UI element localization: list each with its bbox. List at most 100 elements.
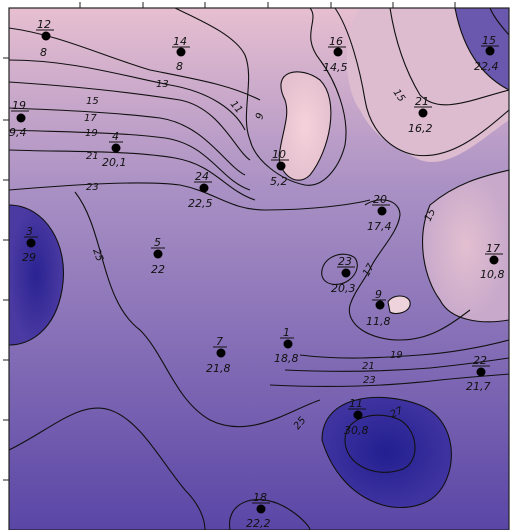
axis-ticks xyxy=(3,2,456,481)
station: 1 18,8 xyxy=(274,326,299,365)
band-pink-small xyxy=(388,296,411,314)
band-low-top xyxy=(9,8,509,162)
station: 3 29 xyxy=(22,225,38,264)
station-value: 8 xyxy=(40,46,47,59)
station-value: 21,7 xyxy=(466,380,491,393)
band-blue-mid xyxy=(322,397,452,508)
station-value: 21,8 xyxy=(206,362,231,375)
station: 24 22,5 xyxy=(188,170,213,210)
station-marker xyxy=(489,255,499,265)
contour-line xyxy=(8,81,251,161)
contour-line xyxy=(344,414,416,473)
contour-line xyxy=(348,199,471,341)
contour-label: 13 xyxy=(156,79,169,90)
station-marker xyxy=(333,47,343,57)
contour-line xyxy=(229,499,311,530)
station: 17 10,8 xyxy=(480,242,505,281)
contour-line xyxy=(389,7,510,106)
station-value: 30,8 xyxy=(344,424,369,437)
station: 7 21,8 xyxy=(206,335,231,375)
contour-line xyxy=(422,169,510,323)
station-value: 22,5 xyxy=(188,197,213,210)
contour-label: 15 xyxy=(423,207,438,223)
station: 21 16,2 xyxy=(408,95,433,135)
station-value: 29 xyxy=(22,251,36,264)
contour-line xyxy=(8,107,246,176)
station: 22 21,7 xyxy=(466,354,491,393)
station-number: 15 xyxy=(482,34,496,47)
station-number: 14 xyxy=(173,35,187,48)
station-number: 1 xyxy=(283,326,290,339)
stations: 12 8 14 8 16 14,5 15 22,4 xyxy=(9,18,505,530)
band-pink-center xyxy=(279,71,331,181)
station-marker xyxy=(41,31,51,41)
station-number: 21 xyxy=(415,95,429,108)
station-number: 11 xyxy=(349,397,363,410)
station-marker xyxy=(375,300,385,310)
station-marker xyxy=(283,339,293,349)
contour-line xyxy=(8,149,256,201)
station: 10 5,2 xyxy=(270,148,289,188)
contour-line xyxy=(454,7,510,91)
station-marker xyxy=(176,47,186,57)
station-value: 9,4 xyxy=(9,126,27,139)
station-number: 4 xyxy=(112,130,119,143)
contour-line xyxy=(8,204,64,346)
station-marker xyxy=(485,46,495,56)
station-value: 20,3 xyxy=(331,282,356,295)
station-value: 22 xyxy=(151,263,165,276)
contour-label: 21 xyxy=(86,151,99,162)
contour-label: 15 xyxy=(86,96,99,107)
contour-line xyxy=(8,59,246,131)
station-marker xyxy=(216,348,226,358)
station-marker xyxy=(476,367,486,377)
station-value: 17,4 xyxy=(367,220,392,233)
contour-label: 27 xyxy=(389,405,406,421)
station-value: 14,5 xyxy=(323,61,348,74)
station-value: 16,2 xyxy=(408,122,433,135)
plot-area: 13 15 17 19 21 23 25 11 9 15 15 17 19 21… xyxy=(3,2,510,530)
band-pink-right xyxy=(422,170,509,322)
contour-labels: 13 15 17 19 21 23 25 11 9 15 15 17 19 21… xyxy=(84,79,438,432)
station-value: 5,2 xyxy=(270,175,288,188)
station-number: 3 xyxy=(26,225,33,238)
station: 4 20,1 xyxy=(102,130,127,169)
station-marker xyxy=(111,143,121,153)
station-marker xyxy=(418,108,428,118)
contour-label: 19 xyxy=(390,350,403,361)
contour-line xyxy=(321,253,358,285)
contour-line xyxy=(278,71,332,181)
station-marker xyxy=(153,249,163,259)
contour-line xyxy=(334,7,510,157)
contour-line xyxy=(8,182,371,211)
contour-line xyxy=(321,396,452,509)
station: 5 22 xyxy=(151,236,165,276)
contour-label: 9 xyxy=(254,112,266,121)
station: 19 9,4 xyxy=(9,99,29,139)
station-marker xyxy=(199,183,209,193)
station-number: 19 xyxy=(12,99,26,112)
contour-label: 21 xyxy=(362,361,375,372)
contour-label: 19 xyxy=(85,128,98,139)
contour-line xyxy=(269,373,510,387)
band-blue-left xyxy=(9,205,64,345)
contour-line xyxy=(174,7,347,186)
station-marker xyxy=(353,410,363,420)
station-number: 5 xyxy=(154,236,161,249)
station: 23 20,3 xyxy=(331,255,356,295)
contour-line xyxy=(299,339,510,359)
station: 12 8 xyxy=(36,18,54,59)
station-marker xyxy=(26,238,36,248)
station: 15 22,4 xyxy=(474,34,499,73)
contour-line xyxy=(74,191,321,428)
band-deep-right-top xyxy=(455,8,509,90)
station-marker xyxy=(377,206,387,216)
station-value: 22,4 xyxy=(474,60,499,73)
contour-line xyxy=(284,357,510,372)
station: 16 14,5 xyxy=(323,35,348,74)
station: 20 17,4 xyxy=(367,193,392,233)
station-number: 17 xyxy=(486,242,500,255)
station-marker xyxy=(16,113,26,123)
